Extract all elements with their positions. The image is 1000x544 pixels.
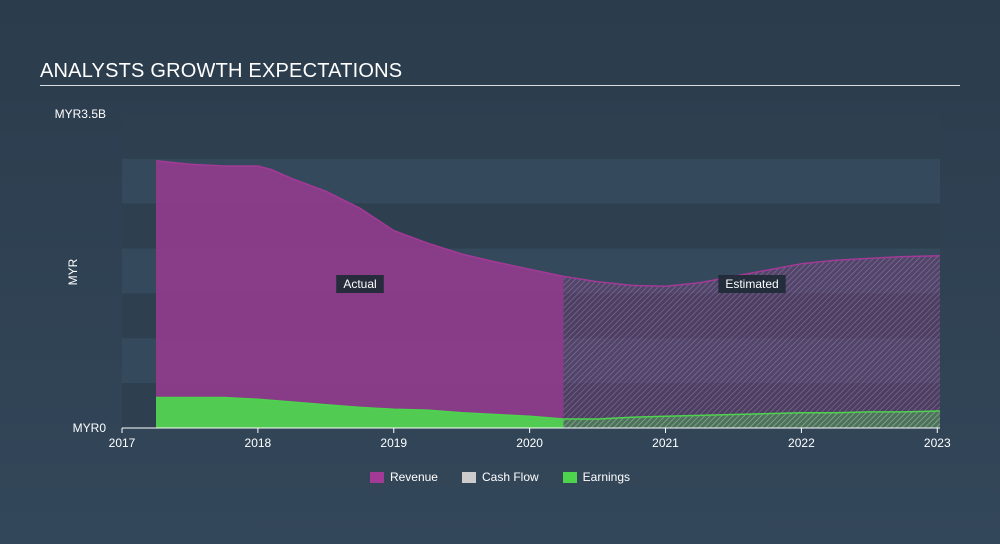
title-divider <box>40 85 960 86</box>
y-axis-label: MYR <box>66 258 80 285</box>
legend-item-cash-flow[interactable]: Cash Flow <box>461 470 539 484</box>
actual-annotation: Actual <box>336 275 384 293</box>
legend-swatch-earnings <box>562 471 577 483</box>
earnings-estimated-line <box>563 410 941 420</box>
y-tick-label-bottom: MYR0 <box>73 421 107 435</box>
legend-swatch-revenue <box>369 471 384 483</box>
estimated-annotation-bg <box>718 275 786 293</box>
legend-item-earnings[interactable]: Earnings <box>562 470 631 484</box>
earnings-estimated-hatch <box>563 411 940 428</box>
revenue-estimated-line <box>563 254 941 288</box>
axes-layer: 2017 2018 2019 2020 2021 2022 2023 MYR3.5B MYR0 M… <box>55 107 951 450</box>
revenue-estimated-hatch <box>563 255 940 428</box>
x-tick-label: 2020 <box>516 436 543 450</box>
legend-label-revenue: Revenue <box>389 470 438 484</box>
actual-annotation-bg <box>336 275 384 293</box>
chart-title: ANALYSTS GROWTH EXPECTATIONS <box>40 60 403 82</box>
legend-label-cash-flow: Cash Flow <box>481 470 539 484</box>
earnings-actual-line <box>156 396 564 420</box>
x-tick-label: 2019 <box>380 436 407 450</box>
legend-label-earnings: Earnings <box>582 470 631 484</box>
legend-item-revenue[interactable]: Revenue <box>369 470 438 484</box>
x-tick-label: 2022 <box>788 436 815 450</box>
revenue-actual-area <box>156 160 564 428</box>
grid-band <box>122 114 940 159</box>
legend-swatch-cash-flow <box>461 471 476 483</box>
x-tick-label: 2017 <box>109 436 136 450</box>
actual-annotation-text: Actual <box>343 277 376 291</box>
series-layer <box>155 159 941 428</box>
y-tick-label-top: MYR3.5B <box>55 107 106 121</box>
earnings-actual-area <box>156 397 564 428</box>
x-tick-label: 2021 <box>652 436 679 450</box>
x-tick-label: 2023 <box>924 436 951 450</box>
revenue-actual-line <box>155 159 564 278</box>
labels-layer: Actual Estimated <box>336 275 786 293</box>
estimated-annotation-text: Estimated <box>725 277 778 291</box>
x-tick-label: 2018 <box>245 436 272 450</box>
estimated-annotation: Estimated <box>718 275 786 293</box>
legend: Revenue Cash Flow Earnings <box>0 470 1000 484</box>
